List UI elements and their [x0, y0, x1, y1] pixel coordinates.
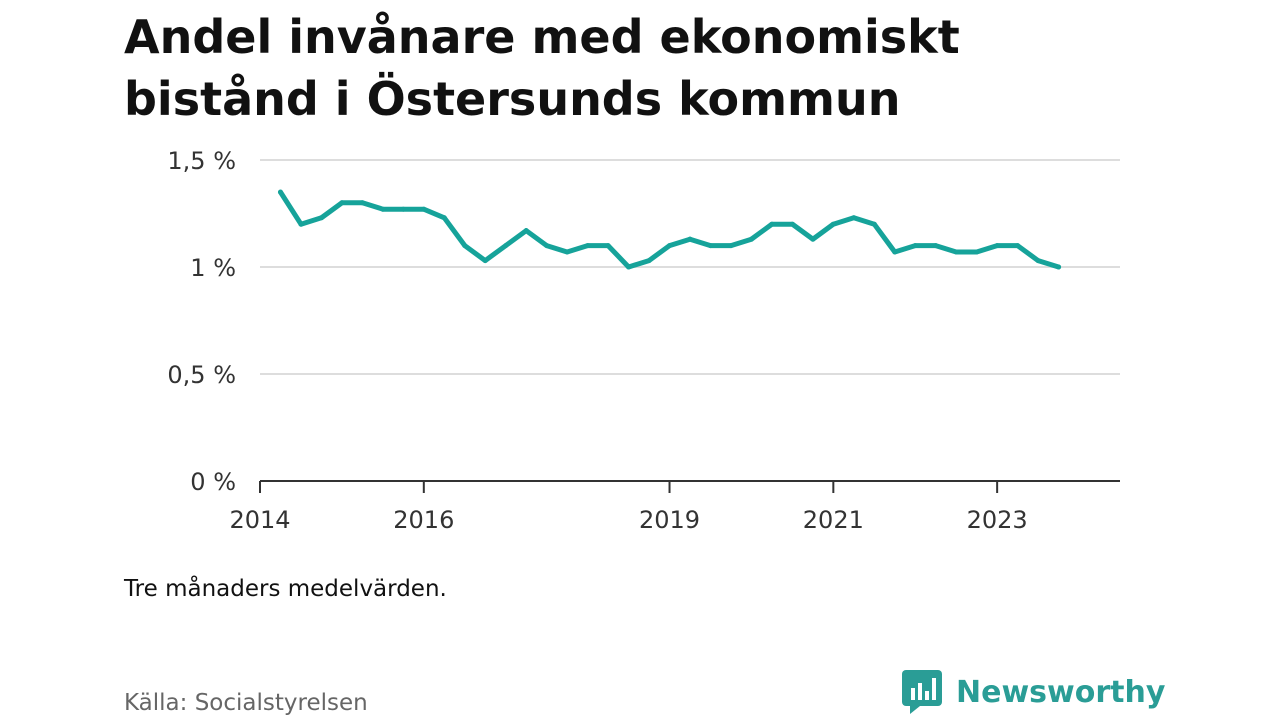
data-point	[626, 264, 632, 270]
data-point	[892, 249, 898, 255]
x-tick-label: 2019	[639, 506, 700, 534]
data-point	[1035, 258, 1041, 264]
data-point	[707, 243, 713, 249]
bar-chart-speech-bubble-icon	[902, 670, 942, 714]
data-point	[953, 249, 959, 255]
data-point	[298, 221, 304, 227]
data-point	[830, 221, 836, 227]
data-point	[564, 249, 570, 255]
data-point	[277, 189, 283, 195]
y-tick-label: 1,5 %	[167, 147, 236, 175]
x-tick-label: 2014	[229, 506, 290, 534]
data-point	[462, 243, 468, 249]
tick-labels: 0 % 0,5 % 1 % 1,5 % 2014 2016 2019 2021 2023	[167, 147, 1027, 534]
data-point	[503, 243, 509, 249]
data-point	[769, 221, 775, 227]
data-point	[585, 243, 591, 249]
y-tick-label: 0 %	[190, 468, 236, 496]
brand-name: Newsworthy	[956, 674, 1166, 710]
data-point	[441, 215, 447, 221]
data-point	[339, 200, 345, 206]
data-point	[748, 236, 754, 242]
data-point	[646, 258, 652, 264]
data-point	[523, 228, 529, 234]
data-point	[667, 243, 673, 249]
data-point	[400, 206, 406, 212]
x-tick-label: 2021	[803, 506, 864, 534]
source-text: Källa: Socialstyrelsen	[124, 690, 368, 716]
data-point	[318, 215, 324, 221]
y-tick-label: 0,5 %	[167, 361, 236, 389]
data-point	[789, 221, 795, 227]
data-point	[687, 236, 693, 242]
data-point	[933, 243, 939, 249]
chart-title: Andel invånare med ekonomiskt bistånd i …	[124, 10, 960, 126]
data-point	[810, 236, 816, 242]
data-point	[544, 243, 550, 249]
x-axis	[259, 480, 1120, 493]
data-point	[912, 243, 918, 249]
line-chart: 0 % 0,5 % 1 % 1,5 % 2014 2016 2019 2021 2023	[167, 147, 1120, 534]
x-tick-label: 2023	[967, 506, 1028, 534]
data-point	[1056, 264, 1062, 270]
data-point	[359, 200, 365, 206]
y-tick-label: 1 %	[190, 254, 236, 282]
brand-logo: Newsworthy	[902, 670, 1165, 714]
x-tick-label: 2016	[393, 506, 454, 534]
data-point	[380, 206, 386, 212]
data-point	[421, 206, 427, 212]
data-point	[851, 215, 857, 221]
data-point	[1015, 243, 1021, 249]
data-point	[728, 243, 734, 249]
chart-note: Tre månaders medelvärden.	[124, 576, 447, 602]
series-line	[278, 189, 1062, 270]
grid-lines	[260, 159, 1120, 375]
data-point	[871, 221, 877, 227]
data-point	[605, 243, 611, 249]
data-point	[974, 249, 980, 255]
data-series	[277, 189, 1062, 270]
data-point	[994, 243, 1000, 249]
data-point	[482, 258, 488, 264]
